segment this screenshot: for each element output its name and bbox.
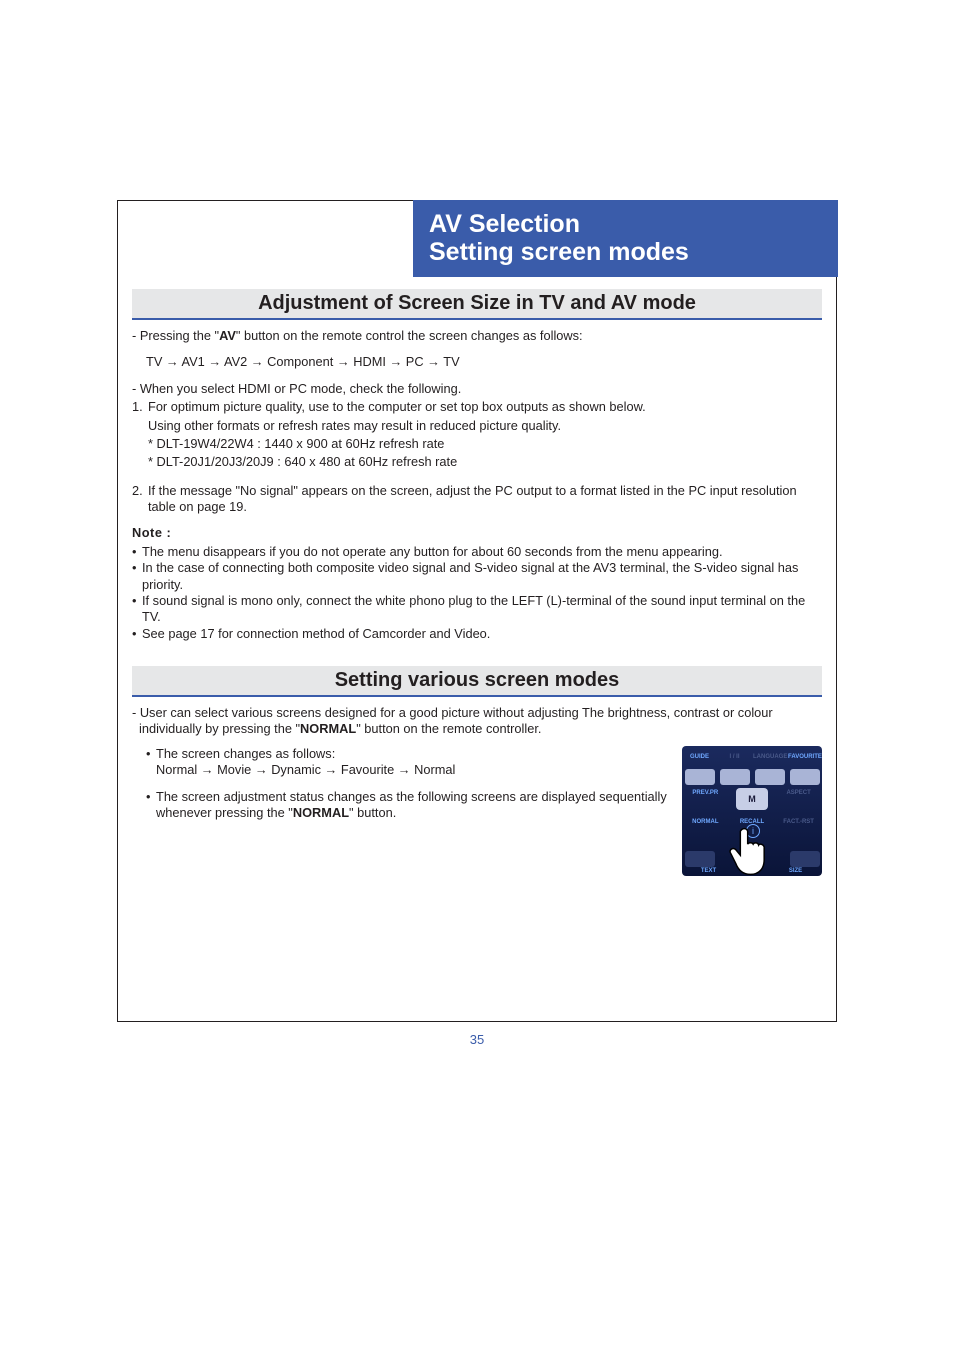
num-1: 1. xyxy=(132,399,148,473)
remote-label-i-ii: I / II xyxy=(718,754,751,760)
bullet-dot: • xyxy=(132,626,142,642)
bullet-dot: • xyxy=(132,560,142,593)
chapter-header: AV Selection Setting screen modes xyxy=(413,200,838,278)
note-4: • See page 17 for connection method of C… xyxy=(132,626,822,642)
section1-body: - Pressing the "AV" button on the remote… xyxy=(118,328,836,642)
bullet-dot: • xyxy=(132,593,142,626)
remote-button xyxy=(720,769,750,785)
section2-columns: • The screen changes as follows: Normal … xyxy=(118,740,836,876)
bullet-screen-changes: • The screen changes as follows: Normal … xyxy=(132,746,674,779)
remote-label-text: TEXT xyxy=(692,868,725,874)
numbered-item-2: 2. If the message "No signal" appears on… xyxy=(132,483,822,516)
remote-label-favourite: FAVOURITE xyxy=(788,754,821,760)
remote-button xyxy=(790,769,820,785)
item1-line2: Using other formats or refresh rates may… xyxy=(148,418,822,434)
input-sequence: TV → AV1 → AV2 → Component → HDMI → PC →… xyxy=(132,354,822,370)
section2-left: • The screen changes as follows: Normal … xyxy=(132,746,674,876)
remote-label-aspect: ASPECT xyxy=(782,790,815,796)
bullet-adjustment-status: • The screen adjustment status changes a… xyxy=(132,789,674,822)
remote-button xyxy=(685,769,715,785)
note-1: • The menu disappears if you do not oper… xyxy=(132,544,822,560)
remote-label-normal: NORMAL xyxy=(689,819,722,825)
section-title-1: Adjustment of Screen Size in TV and AV m… xyxy=(132,289,822,320)
chapter-title: AV Selection Setting screen modes xyxy=(429,210,824,268)
item1-line3: * DLT-19W4/22W4 : 1440 x 900 at 60Hz ref… xyxy=(148,436,822,452)
item1-line4: * DLT-20J1/20J3/20J9 : 640 x 480 at 60Hz… xyxy=(148,454,822,470)
remote-button xyxy=(755,769,785,785)
note-2: • In the case of connecting both composi… xyxy=(132,560,822,593)
num-2: 2. xyxy=(132,483,148,516)
remote-control-image: GUIDE I / II LANGUAGE FAVOURITE PREV.PR … xyxy=(682,746,822,876)
item1-line1: For optimum picture quality, use to the … xyxy=(148,399,822,415)
section2-intro: - User can select various screens design… xyxy=(118,705,836,738)
chapter-title-line2: Setting screen modes xyxy=(429,238,689,266)
remote-illustration: GUIDE I / II LANGUAGE FAVOURITE PREV.PR … xyxy=(682,746,822,876)
remote-button-m: M xyxy=(736,788,768,810)
remote-label-factrst: FACT.-RST xyxy=(782,819,815,825)
section-title-2: Setting various screen modes xyxy=(132,666,822,697)
remote-button xyxy=(790,851,820,867)
remote-label-prevpr: PREV.PR xyxy=(689,790,722,796)
hand-pointer-icon xyxy=(722,824,777,876)
remote-label-guide: GUIDE xyxy=(683,754,716,760)
remote-label-language: LANGUAGE xyxy=(753,754,786,760)
bullet-dot: • xyxy=(146,746,156,779)
item2-text: If the message "No signal" appears on th… xyxy=(148,483,822,516)
note-3: • If sound signal is mono only, connect … xyxy=(132,593,822,626)
pressing-av-line: - Pressing the "AV" button on the remote… xyxy=(132,328,822,344)
numbered-item-1: 1. For optimum picture quality, use to t… xyxy=(132,399,822,473)
note-label: Note : xyxy=(132,525,822,541)
page-number: 35 xyxy=(0,1032,954,1047)
chapter-title-line1: AV Selection xyxy=(429,210,580,238)
hdmi-intro: - When you select HDMI or PC mode, check… xyxy=(132,381,822,397)
bullet-dot: • xyxy=(146,789,156,822)
bullet-dot: • xyxy=(132,544,142,560)
page-frame: AV Selection Setting screen modes Adjust… xyxy=(117,200,837,1022)
remote-label-size: SIZE xyxy=(779,868,812,874)
remote-button xyxy=(685,851,715,867)
